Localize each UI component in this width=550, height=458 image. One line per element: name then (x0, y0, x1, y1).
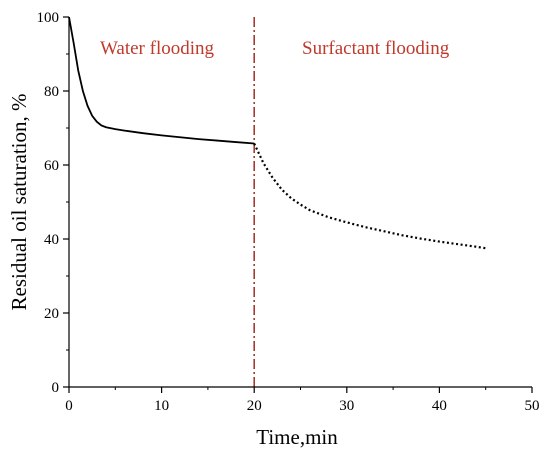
y-tick-label: 100 (37, 10, 60, 26)
y-tick-label: 80 (44, 84, 59, 100)
water-flooding-series (68, 16, 255, 145)
y-tick-label: 60 (44, 158, 59, 174)
x-tick-label: 0 (65, 398, 73, 414)
x-tick-label: 20 (247, 398, 262, 414)
water-flooding-label: Water flooding (100, 38, 215, 59)
y-axis-title: Residual oil saturation, % (7, 94, 31, 311)
x-tick-label: 40 (432, 398, 447, 414)
x-axis-title: Time,min (256, 425, 338, 449)
x-tick-label: 50 (525, 398, 540, 414)
y-tick-label: 40 (44, 232, 59, 248)
y-tick-label: 0 (52, 380, 60, 396)
y-axis-ticks: 0 20 40 60 80 100 (37, 10, 69, 396)
surfactant-flooding-label: Surfactant flooding (302, 38, 450, 59)
x-tick-label: 10 (154, 398, 169, 414)
x-axis-ticks: 0 10 20 30 40 50 (65, 387, 540, 414)
y-tick-label: 20 (44, 306, 59, 322)
x-tick-label: 30 (339, 398, 354, 414)
